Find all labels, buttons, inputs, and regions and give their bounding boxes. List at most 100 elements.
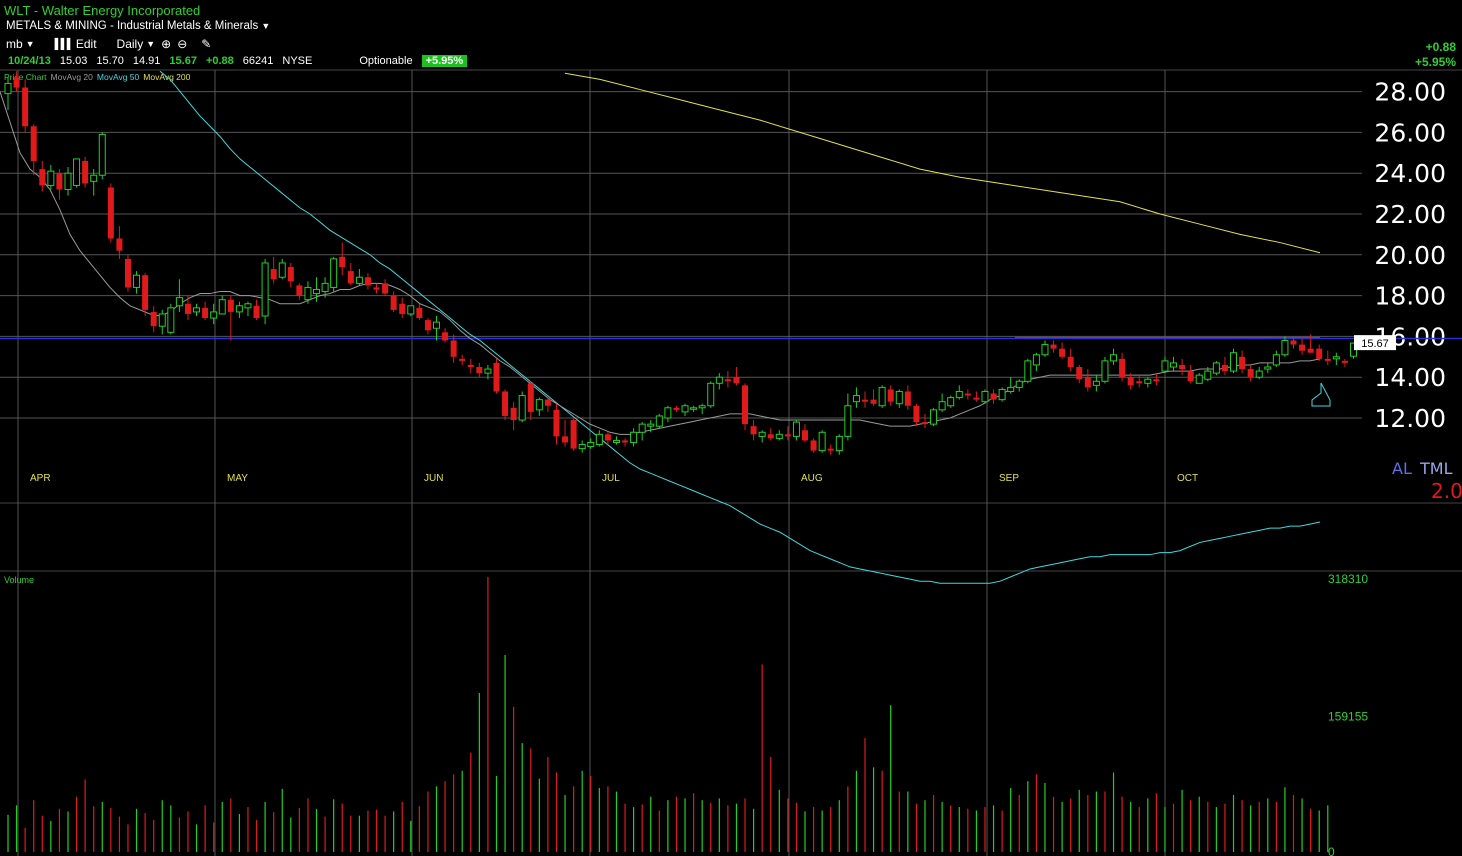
- candle-body: [150, 311, 157, 327]
- candle: [158, 309, 166, 335]
- candle: [202, 301, 209, 321]
- candle: [1239, 350, 1246, 374]
- candle: [981, 389, 989, 404]
- candle: [1281, 336, 1289, 357]
- edit-button[interactable]: ▌▌▌ Edit: [55, 37, 97, 51]
- candle: [133, 271, 141, 294]
- candle: [227, 295, 234, 341]
- candle: [947, 395, 955, 408]
- price-tick-label: 26.00: [1374, 118, 1446, 147]
- candle-body: [1299, 344, 1306, 351]
- candle: [1161, 356, 1169, 374]
- candle-body: [630, 431, 638, 443]
- candle-body: [887, 389, 894, 402]
- candle: [698, 403, 706, 414]
- candle: [1255, 367, 1263, 380]
- candle-body: [1264, 366, 1272, 370]
- candle-body: [116, 238, 123, 251]
- zoom-in-icon[interactable]: ⊕: [161, 37, 172, 51]
- candle: [175, 279, 183, 312]
- candle-body: [158, 313, 166, 327]
- candle: [587, 438, 595, 449]
- candle-body: [938, 401, 946, 411]
- chevron-down-icon: ▼: [146, 39, 156, 49]
- candle-body: [715, 376, 723, 384]
- candle: [1290, 336, 1297, 349]
- candle: [518, 391, 526, 423]
- candle: [887, 385, 894, 406]
- candle-body: [175, 297, 183, 307]
- candle-body: [742, 385, 749, 425]
- candle: [1195, 373, 1203, 384]
- candle: [218, 295, 226, 315]
- candle-body: [578, 444, 586, 450]
- candle-body: [244, 303, 252, 309]
- candle-body: [638, 423, 646, 433]
- candle-body: [835, 435, 843, 452]
- candle: [638, 422, 646, 441]
- candle-body: [64, 172, 72, 191]
- candle-body: [895, 390, 903, 405]
- quote-last: 15.67: [169, 55, 197, 67]
- candle-body: [792, 421, 800, 437]
- quote-change: +0.88: [205, 55, 234, 67]
- candle-body: [1101, 360, 1109, 382]
- industry-label: METALS & MINING - Industrial Metals & Mi…: [6, 20, 259, 32]
- candle-body: [355, 276, 363, 284]
- candle-body: [681, 405, 689, 413]
- candle: [664, 405, 672, 423]
- chevron-down-icon: ▼: [25, 39, 35, 49]
- candle-body: [1059, 348, 1066, 357]
- candle: [296, 283, 303, 300]
- candle: [13, 71, 20, 92]
- candle: [775, 430, 783, 441]
- candle: [433, 316, 440, 341]
- candle-body: [304, 286, 312, 301]
- quote-volume: 66241: [242, 55, 274, 67]
- ma20-line: [0, 91, 1321, 435]
- candle-body: [998, 388, 1006, 401]
- candle: [142, 273, 149, 316]
- candle: [630, 428, 638, 447]
- period-menu[interactable]: Daily ▼: [117, 37, 156, 51]
- quote-open: 15.03: [59, 55, 88, 67]
- right-change: +0.88: [1425, 40, 1456, 54]
- price-tick-label: 28.00: [1374, 78, 1446, 107]
- candle-body: [47, 170, 55, 186]
- candle-body: [73, 158, 81, 186]
- candle: [1264, 362, 1272, 374]
- pencil-icon[interactable]: ✎: [201, 37, 212, 51]
- candle: [707, 381, 715, 408]
- user-menu[interactable]: mb ▼: [6, 37, 35, 51]
- candle: [64, 167, 72, 196]
- candle-body: [570, 420, 577, 449]
- candle-body: [698, 405, 706, 409]
- candle-body: [1239, 356, 1246, 370]
- candle-body: [955, 390, 963, 399]
- candle: [750, 420, 757, 441]
- industry-menu[interactable]: METALS & MINING - Industrial Metals & Mi…: [6, 20, 270, 32]
- candle: [1307, 334, 1314, 353]
- right-pct-change: +5.95%: [1414, 55, 1456, 69]
- candle: [510, 401, 517, 431]
- candle-body: [1247, 369, 1254, 378]
- ma50-line: [159, 70, 1321, 584]
- volume-tick-label: 159155: [1328, 710, 1368, 724]
- candle-body: [296, 285, 303, 296]
- candle-body: [390, 295, 397, 310]
- candle: [30, 124, 37, 176]
- quote-high: 15.70: [96, 55, 124, 67]
- candle: [467, 358, 474, 374]
- candle: [339, 242, 346, 276]
- candle-body: [1024, 360, 1032, 382]
- candle-body: [553, 409, 560, 437]
- zoom-out-icon[interactable]: ⊖: [177, 37, 188, 51]
- candle-body: [1015, 380, 1023, 388]
- candle: [1144, 377, 1152, 388]
- candle-body: [235, 305, 243, 313]
- candle-body: [493, 362, 500, 392]
- candle-body: [407, 305, 415, 315]
- candle: [681, 403, 689, 416]
- candle-body: [707, 382, 715, 407]
